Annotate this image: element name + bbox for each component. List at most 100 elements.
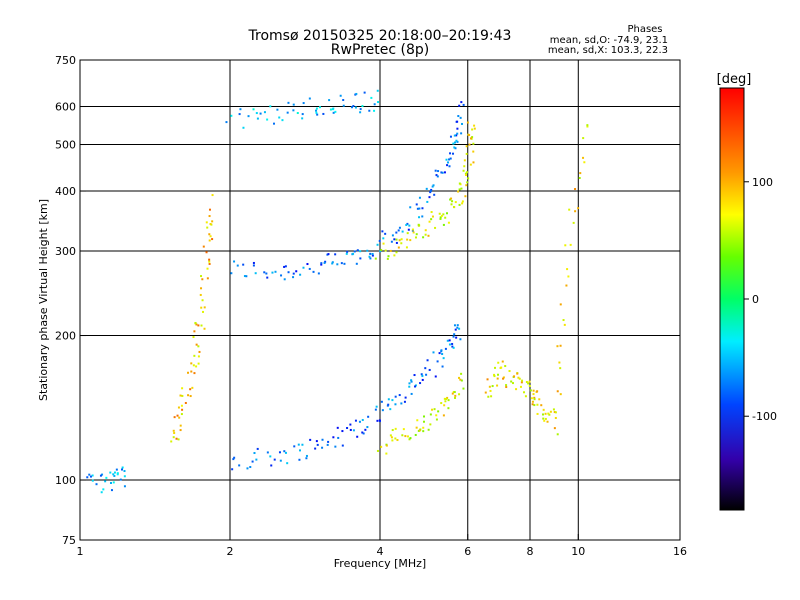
echo-point: [400, 242, 403, 245]
echo-point: [247, 115, 250, 118]
echo-point: [380, 445, 383, 448]
echo-point: [378, 239, 381, 242]
echo-point: [359, 111, 362, 114]
echo-point: [286, 111, 289, 114]
echo-point: [265, 272, 268, 275]
echo-point: [398, 226, 401, 229]
echo-point: [458, 203, 461, 206]
echo-point: [435, 414, 438, 417]
echo-point: [408, 224, 411, 227]
echo-point: [453, 391, 456, 394]
y-tick-label: 200: [55, 330, 76, 343]
echo-point: [238, 113, 241, 116]
echo-point: [172, 429, 175, 432]
echo-point: [458, 182, 461, 185]
echo-point: [172, 436, 175, 439]
echo-point: [354, 419, 357, 422]
echo-point: [356, 249, 359, 252]
echo-point: [175, 437, 178, 440]
echo-point: [236, 264, 239, 267]
echo-point: [444, 216, 447, 219]
echo-point: [562, 319, 565, 322]
echo-point: [454, 201, 457, 204]
echo-point: [211, 194, 214, 197]
echo-point: [181, 394, 184, 397]
echo-point: [472, 161, 475, 164]
echo-point: [334, 445, 337, 448]
echo-point: [195, 343, 198, 346]
echo-point: [369, 257, 372, 260]
echo-point: [418, 196, 421, 199]
echo-point: [269, 105, 272, 108]
echo-point: [309, 438, 312, 441]
echo-point: [433, 408, 436, 411]
echo-point: [437, 410, 440, 413]
echo-point: [173, 432, 176, 435]
echo-point: [197, 362, 200, 365]
echo-point: [453, 206, 456, 209]
echo-point: [451, 342, 454, 345]
echo-point: [456, 127, 459, 130]
echo-point: [453, 333, 456, 336]
echo-point: [192, 364, 195, 367]
echo-point: [283, 450, 286, 453]
echo-point: [322, 112, 325, 115]
echo-point: [533, 396, 536, 399]
echo-point: [491, 385, 494, 388]
echo-point: [283, 278, 286, 281]
echo-point: [374, 408, 377, 411]
echo-point: [361, 431, 364, 434]
echo-point: [426, 359, 429, 362]
echo-point: [387, 255, 390, 258]
echo-point: [418, 216, 421, 219]
y-axis-label: Stationary phase Virtual Height [km]: [37, 199, 50, 401]
echo-point: [396, 439, 399, 442]
echo-point: [438, 212, 441, 215]
echo-point: [266, 276, 269, 279]
x-tick-label: 8: [527, 545, 534, 558]
echo-point: [531, 400, 534, 403]
echo-point: [447, 221, 450, 224]
echo-point: [473, 127, 476, 130]
echo-point: [387, 398, 390, 401]
echo-point: [461, 202, 464, 205]
echo-point: [292, 103, 295, 106]
echo-point: [422, 236, 425, 239]
echo-point: [263, 111, 266, 114]
echo-point: [586, 125, 589, 128]
echo-point: [552, 408, 555, 411]
echo-point: [453, 141, 456, 144]
echo-point: [461, 122, 464, 125]
echo-point: [486, 378, 489, 381]
echo-point: [524, 395, 527, 398]
echo-point: [208, 215, 211, 218]
echo-point: [91, 474, 94, 477]
echo-point: [462, 169, 465, 172]
echo-point: [263, 271, 266, 274]
echo-point: [513, 375, 516, 378]
echo-point: [352, 252, 355, 255]
echo-point: [380, 248, 383, 251]
echo-point: [459, 378, 462, 381]
echo-point: [121, 466, 124, 469]
echo-point: [375, 405, 378, 408]
echo-point: [205, 221, 208, 224]
echo-point: [430, 188, 433, 191]
echo-point: [266, 451, 269, 454]
echo-point: [368, 109, 371, 112]
echo-point: [395, 231, 398, 234]
echo-point: [431, 215, 434, 218]
echo-point: [427, 234, 430, 237]
echo-point: [238, 464, 241, 467]
echo-point: [428, 196, 431, 199]
echo-point: [497, 361, 500, 364]
echo-point: [305, 454, 308, 457]
echo-point: [233, 456, 236, 459]
echo-point: [192, 336, 195, 339]
echo-point: [91, 479, 94, 482]
echo-point: [384, 232, 387, 235]
echo-point: [405, 223, 408, 226]
echo-point: [297, 443, 300, 446]
echo-point: [343, 262, 346, 265]
echo-point: [538, 398, 541, 401]
